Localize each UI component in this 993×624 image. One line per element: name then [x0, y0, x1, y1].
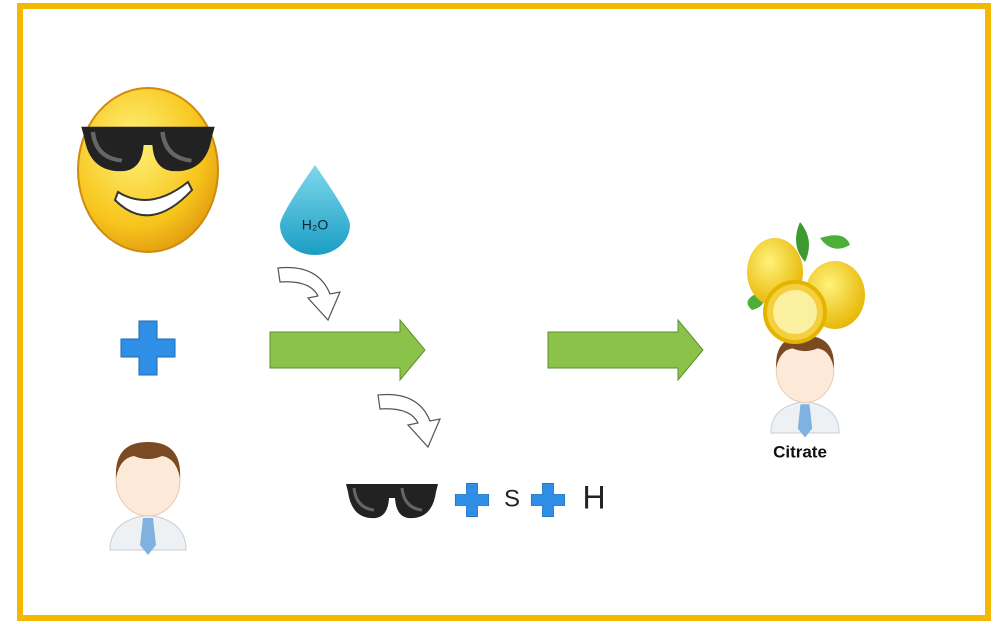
sunglasses — [346, 484, 438, 518]
byproduct: S — [504, 485, 520, 512]
reaction-arrow — [548, 320, 703, 380]
plus-icon — [121, 321, 175, 375]
person — [110, 442, 186, 555]
water-drop: H₂O — [280, 165, 350, 255]
lemons — [747, 222, 865, 342]
diagram: H₂O S H Citrate — [0, 0, 993, 624]
plus-icon — [455, 483, 488, 516]
byproduct: H — [582, 479, 605, 515]
smiley — [78, 88, 218, 252]
plus-icon — [531, 483, 564, 516]
product-label: Citrate — [773, 442, 827, 461]
page: H₂O S H Citrate (() => { const data = JS… — [0, 0, 993, 624]
water-label: H₂O — [302, 217, 329, 233]
person — [771, 336, 839, 438]
curved-arrow — [278, 268, 340, 320]
curved-arrow — [378, 395, 440, 447]
reaction-arrow — [270, 320, 425, 380]
